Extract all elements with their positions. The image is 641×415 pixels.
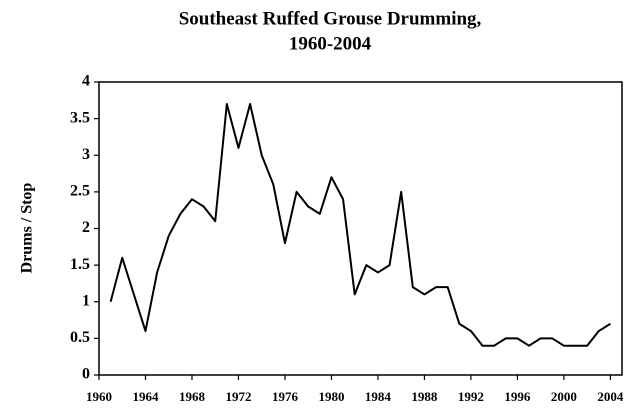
y-tick-label: 0 — [82, 366, 90, 383]
y-tick-label: 3.5 — [70, 109, 90, 126]
x-tick-label: 1976 — [272, 389, 299, 404]
plot-frame — [98, 81, 623, 376]
chart-title: 1960-2004 — [289, 33, 372, 54]
x-tick-label: 1960 — [86, 389, 112, 404]
x-tick-label: 2000 — [551, 389, 577, 404]
x-tick-label: 1984 — [365, 389, 392, 404]
x-tick-label: 1988 — [411, 389, 438, 404]
chart-title: Southeast Ruffed Grouse Drumming, — [179, 8, 482, 29]
y-tick-label: 0.5 — [70, 329, 90, 346]
x-tick-label: 1992 — [458, 389, 484, 404]
y-tick-label: 1 — [82, 292, 90, 309]
data-line — [109, 102, 611, 347]
y-tick-label: 2 — [82, 219, 90, 236]
y-tick-label: 4 — [82, 73, 90, 90]
x-tick-label: 1972 — [225, 389, 251, 404]
y-tick-label: 1.5 — [70, 256, 90, 273]
x-tick-label: 1996 — [504, 389, 531, 404]
y-axis-label: Drums / Stop — [19, 183, 36, 274]
x-tick-label: 1964 — [132, 389, 159, 404]
x-tick-label: 2004 — [597, 389, 624, 404]
y-tick-label: 2.5 — [70, 183, 90, 200]
y-tick-label: 3 — [82, 146, 90, 163]
x-tick-label: 1980 — [318, 389, 344, 404]
x-tick-label: 1968 — [179, 389, 206, 404]
